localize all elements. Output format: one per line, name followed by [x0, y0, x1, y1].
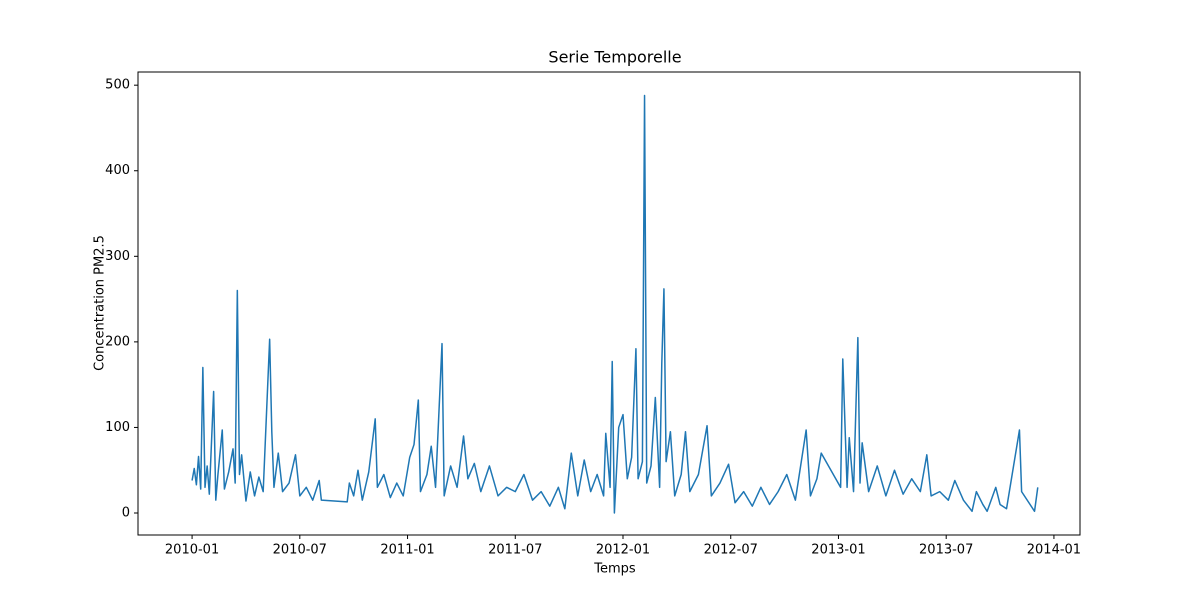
- x-tick-label: 2010-01: [165, 543, 219, 558]
- y-tick-label: 300: [105, 249, 130, 264]
- x-tick-label: 2014-01: [1027, 543, 1081, 558]
- x-tick-label: 2012-01: [596, 543, 650, 558]
- y-tick-label: 200: [105, 334, 130, 349]
- x-tick-label: 2013-01: [811, 543, 865, 558]
- x-tick-label: 2010-07: [273, 543, 327, 558]
- y-tick-label: 400: [105, 163, 130, 178]
- chart-title: Serie Temporelle: [548, 48, 681, 67]
- plot-frame: [137, 71, 1081, 536]
- x-tick-label: 2013-07: [919, 543, 973, 558]
- x-tick-label: 2011-07: [488, 543, 542, 558]
- y-tick-label: 100: [105, 420, 130, 435]
- y-tick-label: 0: [122, 506, 130, 521]
- y-tick-label: 500: [105, 78, 130, 93]
- x-axis-label: Temps: [593, 562, 636, 577]
- x-tick-label: 2011-01: [380, 543, 434, 558]
- y-axis-label: Concentration PM2.5: [93, 235, 108, 371]
- data-line: [191, 94, 1039, 514]
- x-tick-label: 2012-07: [704, 543, 758, 558]
